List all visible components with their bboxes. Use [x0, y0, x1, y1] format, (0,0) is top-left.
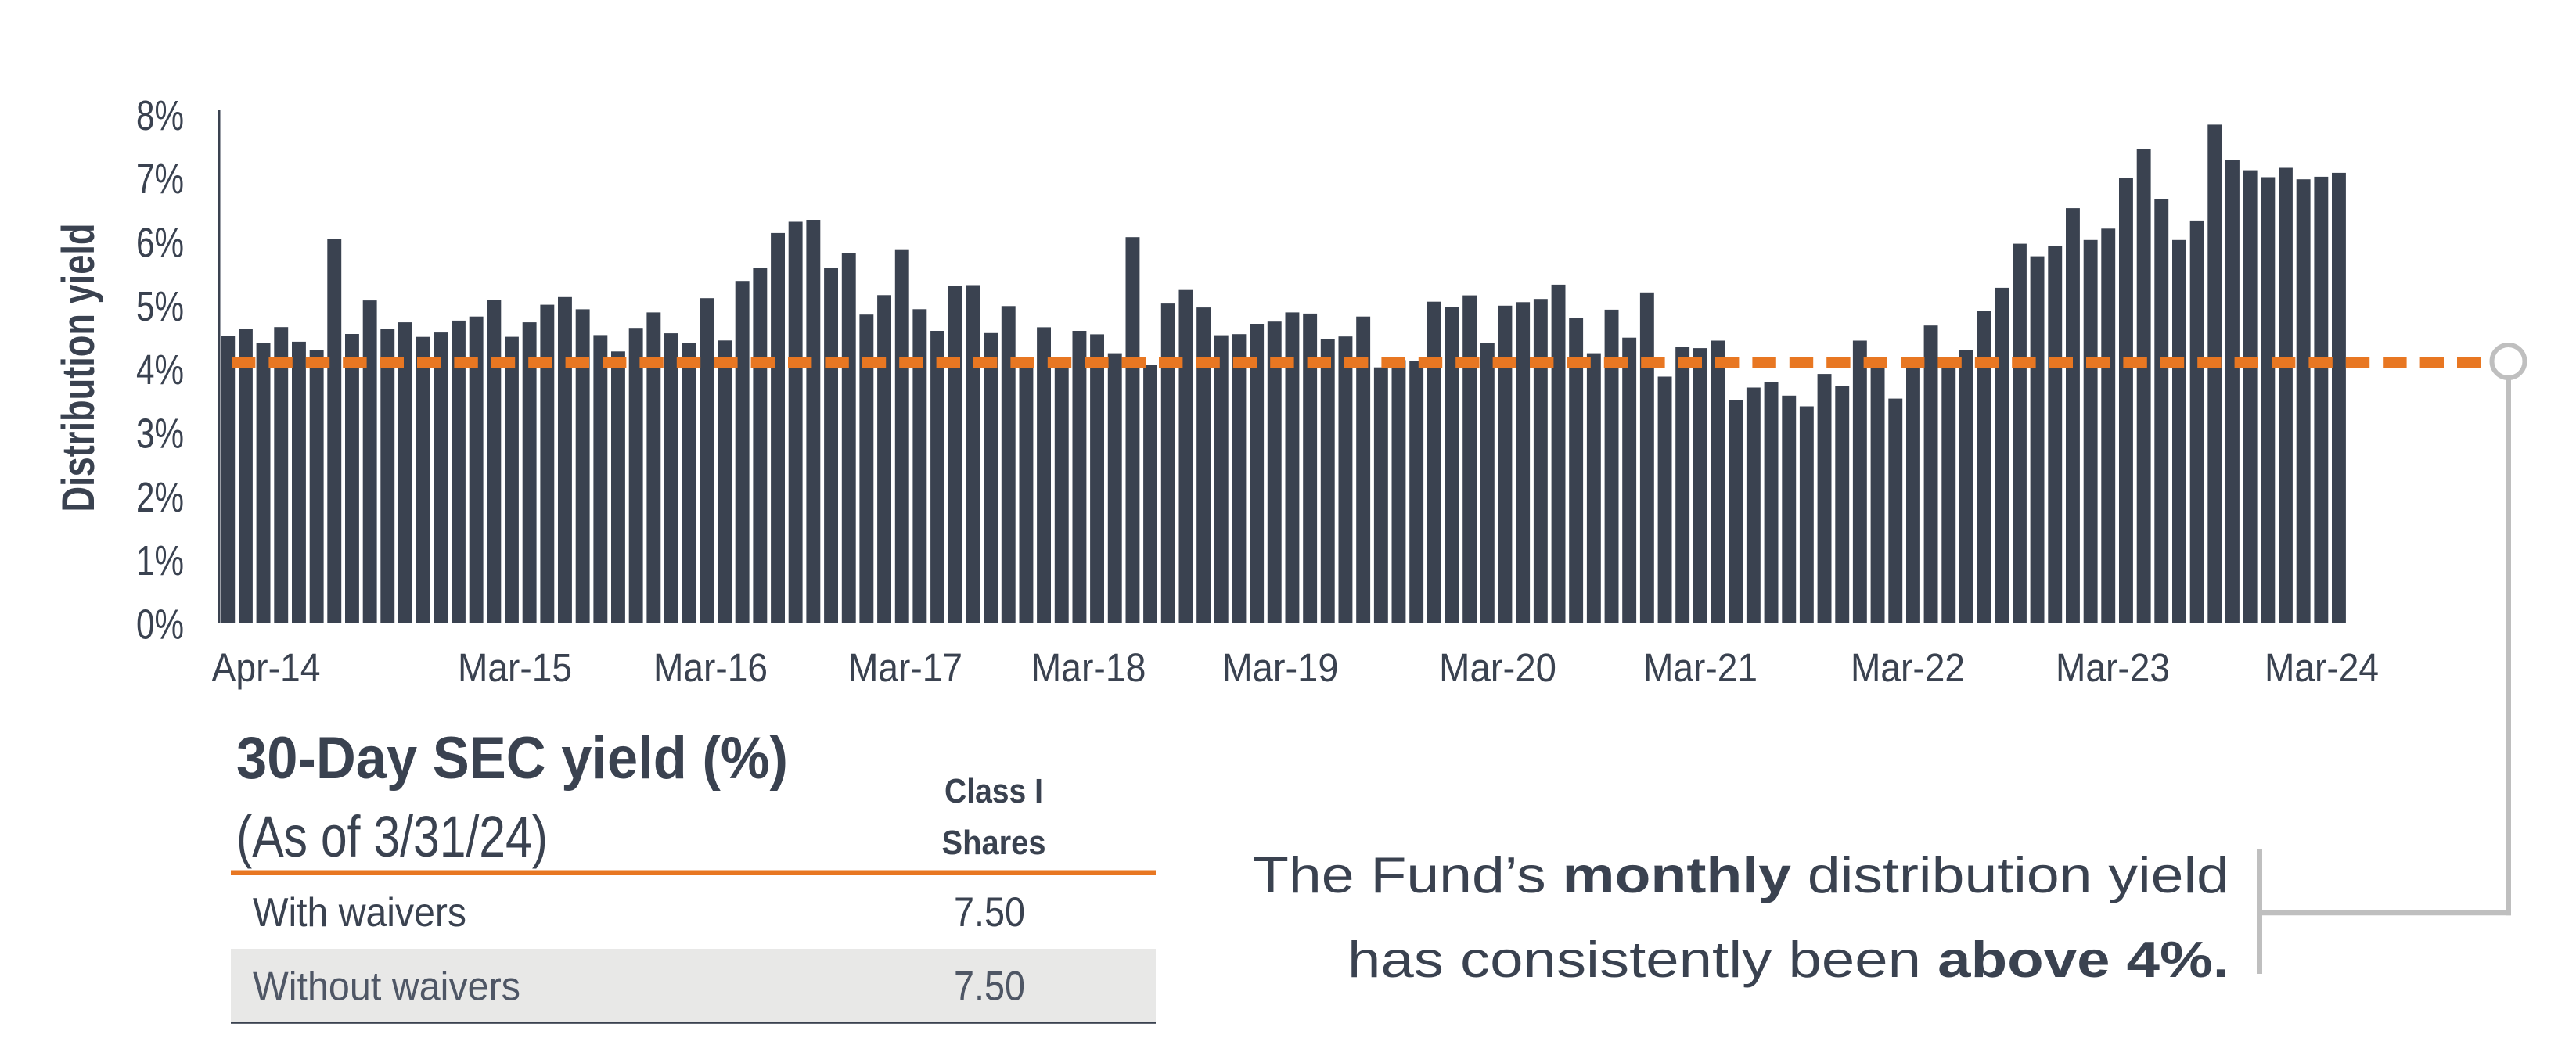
svg-text:3%: 3%: [136, 411, 184, 458]
svg-text:Mar-21: Mar-21: [1643, 645, 1758, 690]
svg-text:The Fund’s monthly distributio: The Fund’s monthly distribution yield: [1253, 846, 2229, 903]
svg-text:7.50: 7.50: [954, 964, 1025, 1010]
svg-text:Apr-14: Apr-14: [212, 645, 321, 690]
svg-text:8%: 8%: [136, 93, 184, 139]
svg-text:With waivers: With waivers: [253, 890, 466, 936]
svg-text:7%: 7%: [136, 156, 184, 203]
svg-text:Distribution yield: Distribution yield: [53, 224, 104, 512]
svg-text:Mar-23: Mar-23: [2056, 645, 2170, 690]
svg-text:Shares: Shares: [942, 824, 1046, 862]
svg-text:Mar-24: Mar-24: [2265, 645, 2379, 690]
svg-text:has consistently been above 4%: has consistently been above 4%.: [1347, 931, 2229, 988]
svg-text:0%: 0%: [136, 602, 184, 648]
svg-text:Mar-20: Mar-20: [1439, 645, 1556, 690]
svg-text:1%: 1%: [136, 538, 184, 584]
svg-text:4%: 4%: [136, 347, 184, 393]
svg-text:5%: 5%: [136, 284, 184, 330]
svg-text:Without waivers: Without waivers: [253, 964, 520, 1010]
svg-text:(As of 3/31/24): (As of 3/31/24): [236, 804, 548, 869]
svg-text:7.50: 7.50: [954, 889, 1025, 936]
svg-text:2%: 2%: [136, 475, 184, 521]
svg-text:Mar-17: Mar-17: [848, 645, 962, 690]
svg-text:6%: 6%: [136, 221, 184, 267]
svg-text:Mar-18: Mar-18: [1031, 645, 1146, 690]
svg-text:30-Day SEC yield (%): 30-Day SEC yield (%): [236, 725, 788, 792]
svg-text:Mar-15: Mar-15: [458, 645, 572, 690]
svg-text:Mar-19: Mar-19: [1222, 645, 1339, 690]
svg-text:Class I: Class I: [944, 772, 1043, 810]
svg-text:Mar-22: Mar-22: [1851, 645, 1965, 690]
svg-text:Mar-16: Mar-16: [653, 645, 768, 690]
